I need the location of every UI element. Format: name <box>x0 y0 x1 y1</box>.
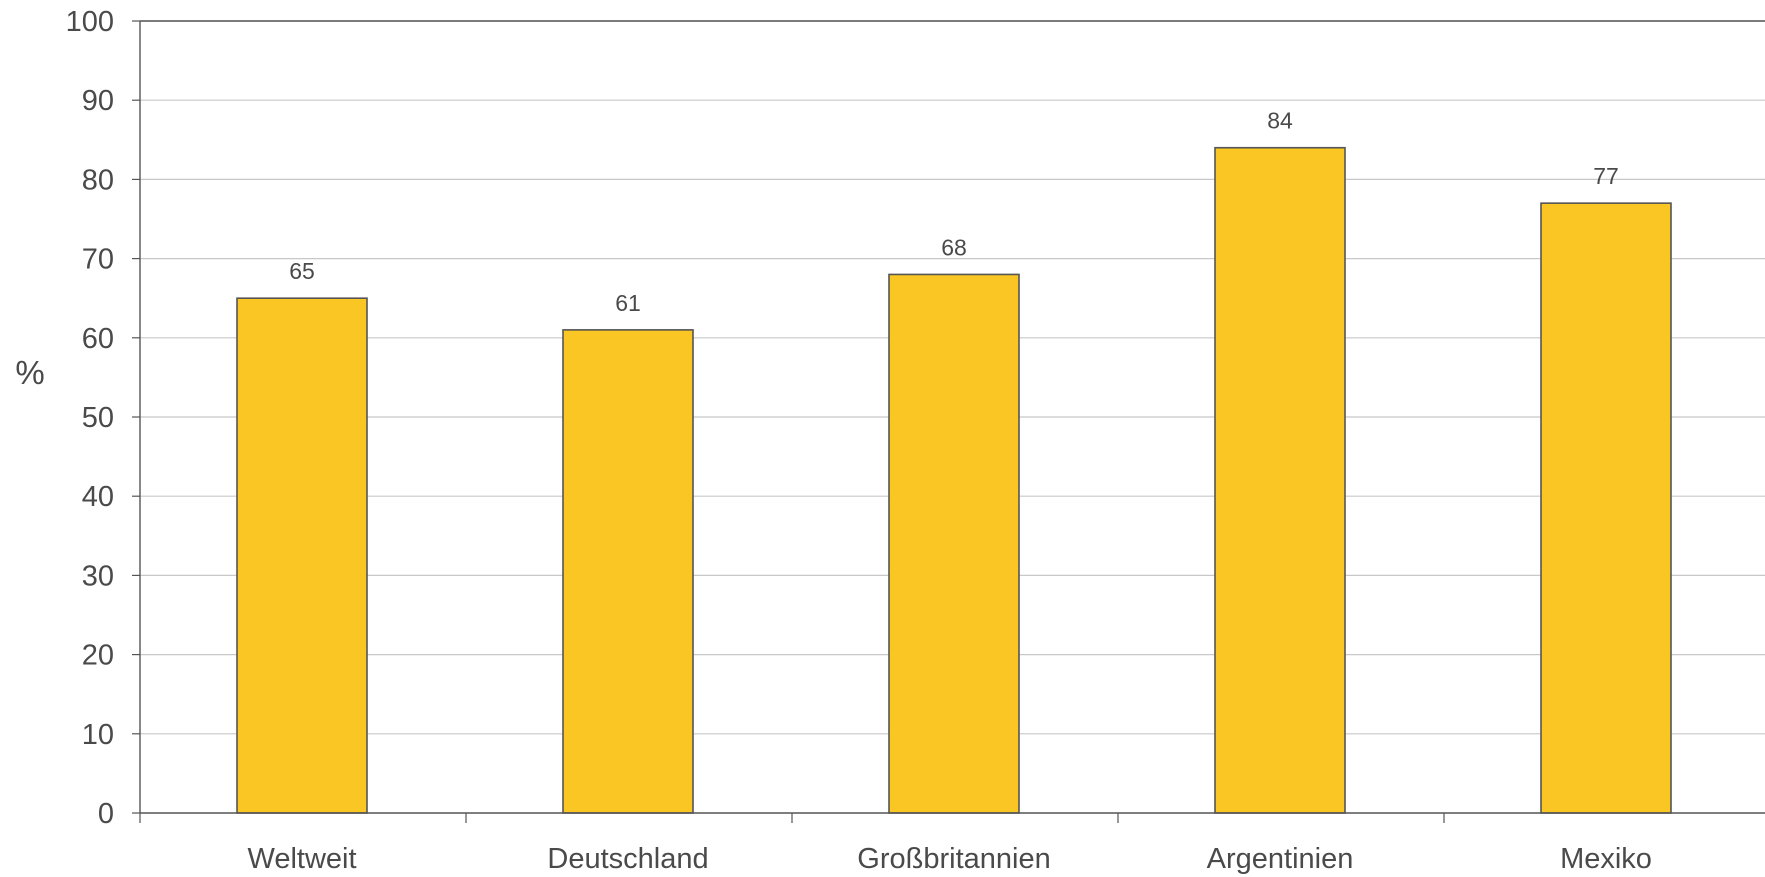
y-tick-label-50: 50 <box>82 402 114 434</box>
x-tick-label-gro-britannien: Großbritannien <box>857 843 1050 875</box>
x-tick-label-weltweit: Weltweit <box>247 843 356 875</box>
y-tick-label-90: 90 <box>82 85 114 117</box>
bars <box>236 146 1672 814</box>
bar-mexiko <box>1540 202 1672 814</box>
bar-weltweit <box>236 297 368 814</box>
y-tick-label-70: 70 <box>82 244 114 276</box>
axes <box>139 21 1765 814</box>
y-tick-label-60: 60 <box>82 323 114 355</box>
data-label-mexiko: 77 <box>1593 163 1619 189</box>
data-label-argentinien: 84 <box>1267 108 1293 134</box>
x-tick-label-argentinien: Argentinien <box>1207 843 1354 875</box>
x-tick-label-deutschland: Deutschland <box>547 843 708 875</box>
bar-argentinien <box>1214 146 1346 814</box>
data-label-deutschland: 61 <box>615 290 641 316</box>
data-label-gro-britannien: 68 <box>941 234 967 260</box>
y-tick-label-10: 10 <box>82 719 114 751</box>
bar-deutschland <box>562 329 694 814</box>
y-tick-label-30: 30 <box>82 560 114 592</box>
y-axis-title: % <box>15 354 44 391</box>
x-tick-label-mexiko: Mexiko <box>1560 843 1652 875</box>
y-tick-label-0: 0 <box>98 798 114 830</box>
y-tick-labels: 0 10 20 30 40 50 60 70 80 90 100 <box>66 6 114 830</box>
data-labels: 65 61 68 84 77 <box>289 108 1619 316</box>
bar-gro-britannien <box>888 273 1020 814</box>
y-tick-label-40: 40 <box>82 481 114 513</box>
x-tick-labels: Weltweit Deutschland Großbritannien Argenti… <box>247 843 1651 875</box>
y-tick-label-80: 80 <box>82 164 114 196</box>
data-label-weltweit: 65 <box>289 258 315 284</box>
y-tick-label-100: 100 <box>66 6 114 38</box>
y-tick-label-20: 20 <box>82 640 114 672</box>
